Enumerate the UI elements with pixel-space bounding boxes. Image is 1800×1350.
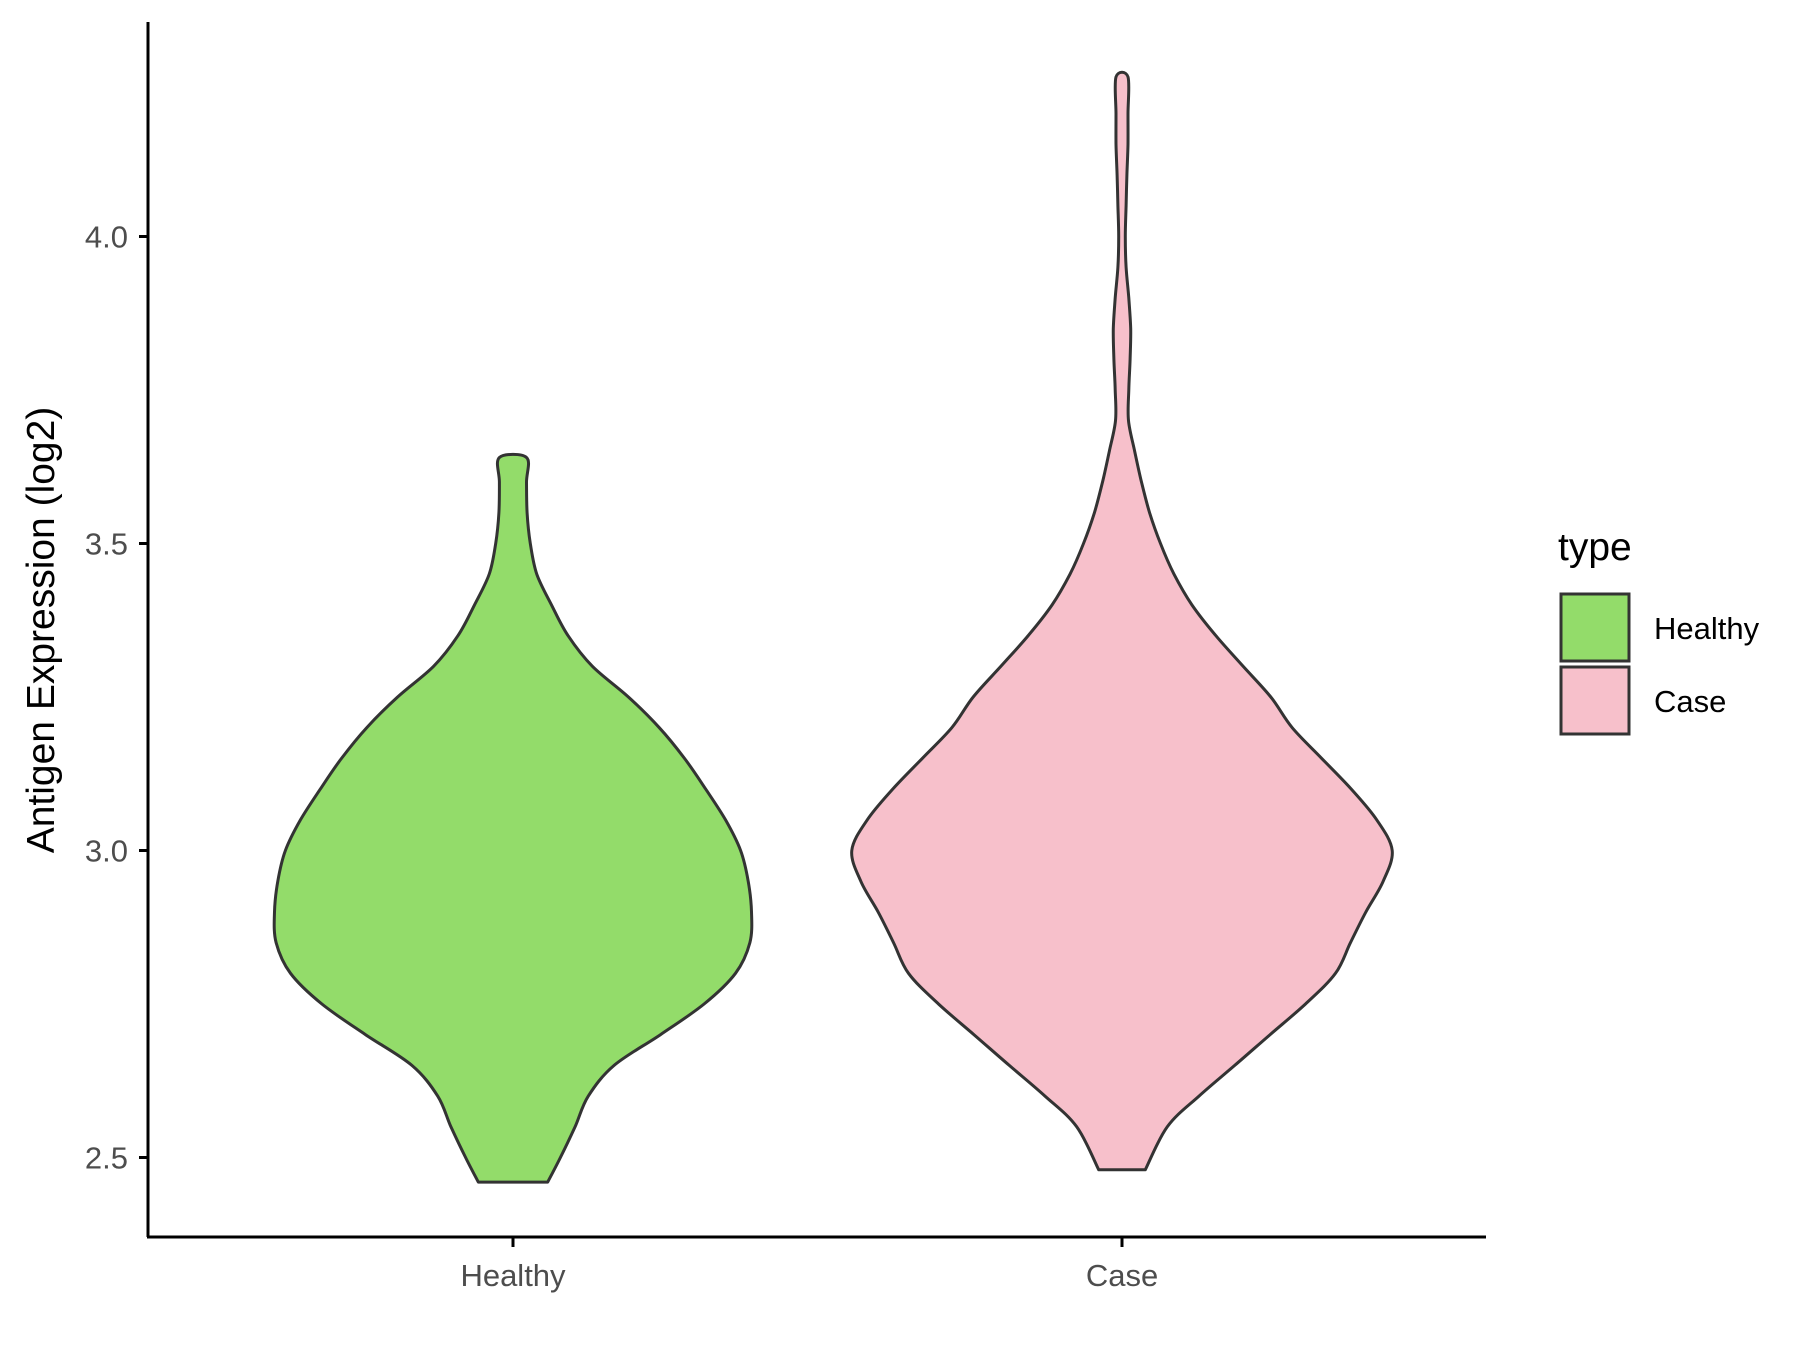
legend: type Healthy Case (1558, 526, 1760, 736)
legend-label-healthy: Healthy (1654, 611, 1760, 646)
x-tick-label: Healthy (460, 1258, 566, 1293)
legend-key-case (1559, 665, 1631, 736)
x-tick-label: Case (1086, 1258, 1158, 1293)
y-tick-label: 3.0 (85, 834, 128, 869)
y-tick-label: 3.5 (85, 527, 128, 562)
y-axis-title: Antigen Expression (log2) (20, 407, 63, 854)
legend-title: type (1558, 526, 1632, 569)
legend-key-healthy (1559, 592, 1631, 663)
y-tick-label: 2.5 (85, 1141, 128, 1176)
y-tick-label: 4.0 (85, 220, 128, 255)
x-ticks: Healthy Case (460, 1237, 1158, 1293)
violin-case (850, 70, 1394, 1172)
axes-layer (146, 22, 1486, 1239)
violin-healthy (272, 452, 754, 1184)
violins-layer (272, 70, 1394, 1184)
legend-entries: Healthy Case (1559, 592, 1760, 736)
legend-label-case: Case (1654, 684, 1726, 719)
y-ticks: 2.5 3.0 3.5 4.0 (85, 220, 148, 1176)
